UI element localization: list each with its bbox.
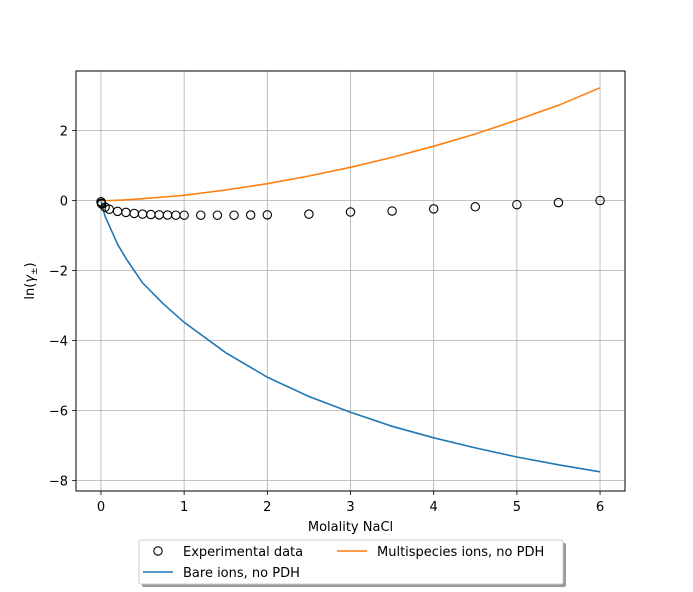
x-axis-ticks: 0 1 2 3 4 5 6 bbox=[97, 491, 604, 515]
x-tick-label: 6 bbox=[596, 500, 604, 515]
legend-label: Bare ions, no PDH bbox=[183, 566, 300, 581]
y-tick-label: 2 bbox=[60, 125, 68, 140]
data-point bbox=[97, 199, 107, 209]
x-tick-label: 1 bbox=[180, 500, 188, 515]
y-axis-label-subscript: ± bbox=[30, 267, 40, 275]
x-axis-label: Molality NaCl bbox=[308, 520, 393, 535]
data-point bbox=[304, 209, 314, 219]
legend-label: Experimental data bbox=[183, 545, 303, 560]
data-point bbox=[245, 210, 256, 220]
x-tick-label: 3 bbox=[346, 500, 354, 515]
y-tick-label: −4 bbox=[49, 335, 68, 350]
grid-lines bbox=[76, 71, 625, 491]
y-axis-label: ln(γ±) bbox=[23, 262, 40, 299]
series-line-bare-ions-no-pdh bbox=[100, 200, 601, 473]
y-axis-label-prefix: ln( bbox=[23, 283, 38, 300]
data-point bbox=[262, 210, 273, 220]
y-axis-label-symbol: γ bbox=[23, 274, 38, 283]
data-point bbox=[212, 210, 223, 220]
data-point bbox=[345, 207, 356, 217]
series-line-multispecies-ions-no-pdh bbox=[101, 87, 601, 202]
y-axis-ticks: −8 −6 −4 −2 0 2 bbox=[49, 125, 76, 490]
series-layer bbox=[96, 87, 605, 473]
x-tick-label: 5 bbox=[513, 500, 521, 515]
y-axis-label-suffix: ) bbox=[23, 262, 38, 267]
data-point bbox=[387, 206, 397, 216]
legend-box bbox=[138, 539, 564, 585]
y-tick-label: −8 bbox=[49, 475, 68, 490]
x-tick-label: 2 bbox=[263, 500, 271, 515]
data-point bbox=[428, 204, 439, 214]
legend-label: Multispecies ions, no PDH bbox=[377, 545, 544, 560]
x-tick-label: 4 bbox=[430, 500, 438, 515]
data-point bbox=[196, 210, 206, 220]
legend-marker bbox=[153, 546, 163, 556]
data-point bbox=[595, 195, 605, 206]
x-tick-label: 0 bbox=[97, 500, 105, 515]
legend: Experimental data Multispecies ions, no P… bbox=[138, 539, 566, 587]
y-tick-label: −6 bbox=[49, 405, 68, 420]
y-tick-label: −2 bbox=[49, 265, 68, 280]
data-point bbox=[179, 210, 189, 220]
data-point bbox=[553, 197, 564, 208]
plot-area bbox=[96, 87, 605, 473]
data-point bbox=[512, 199, 522, 210]
y-tick-label: 0 bbox=[60, 195, 68, 210]
data-point bbox=[229, 210, 239, 220]
data-point bbox=[470, 202, 481, 212]
